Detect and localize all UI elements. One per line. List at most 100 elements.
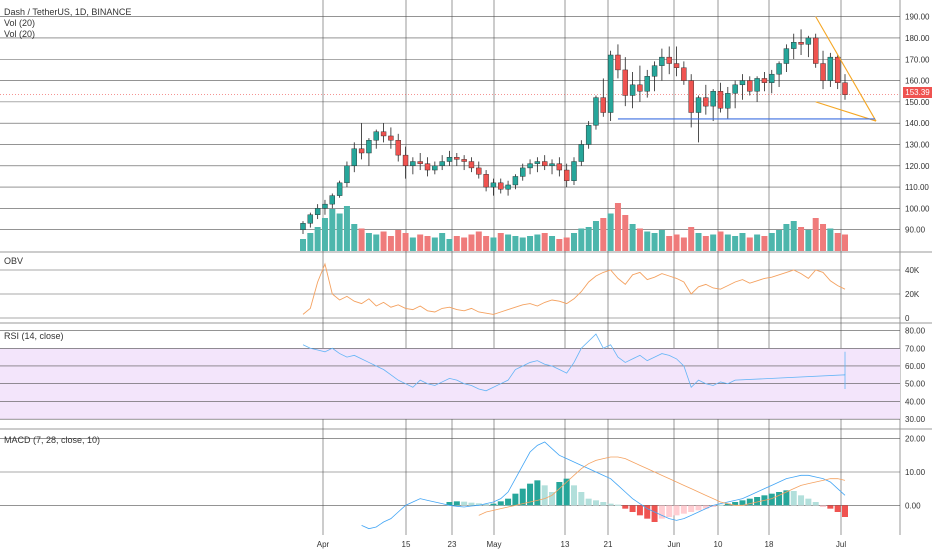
macd-tick-label: 0.00 <box>905 501 921 510</box>
volume-bar <box>820 224 827 251</box>
candle-body <box>834 56 841 83</box>
macd-hist-bar <box>820 505 827 507</box>
macd-hist-bar <box>468 502 475 506</box>
candle-body <box>585 125 592 145</box>
macd-hist-bar <box>622 505 629 509</box>
volume-bar <box>380 231 387 251</box>
rsi-line <box>302 333 846 392</box>
candle-body <box>461 159 467 162</box>
volume-label-2: Vol (20) <box>4 29 36 39</box>
candle-body <box>490 182 497 188</box>
candle-body <box>468 161 475 169</box>
volume-bar <box>461 237 468 251</box>
volume-bar <box>527 236 534 251</box>
macd-hist-bar <box>475 503 482 506</box>
candle-body <box>615 54 621 71</box>
volume-bar <box>812 218 819 251</box>
macd-hist-bar <box>680 505 687 514</box>
volume-bar <box>571 233 577 251</box>
volume-bar <box>695 233 702 251</box>
volume-bar <box>563 237 570 251</box>
volume-bar <box>578 228 585 251</box>
candle-body <box>776 63 782 75</box>
rsi-tick-label: 80.00 <box>905 327 926 336</box>
macd-label: MACD (7, 28, close, 10) <box>4 435 101 445</box>
x-axis-label: 10 <box>714 540 723 549</box>
macd-hist-bar <box>446 502 453 506</box>
candle-body <box>681 67 687 81</box>
volume-bar <box>497 233 504 251</box>
macd-hist-bar <box>688 505 695 512</box>
price-tick-label: 130.00 <box>905 140 930 149</box>
macd-hist-bar <box>607 503 614 506</box>
volume-bar <box>475 231 482 251</box>
candle-body <box>314 208 321 215</box>
macd-tick-label: 20.00 <box>905 435 926 444</box>
candle-body <box>322 203 328 209</box>
candle-body <box>710 91 716 107</box>
candle-body <box>629 84 636 96</box>
rsi-tick-label: 40.00 <box>905 397 926 406</box>
volume-bar <box>314 227 321 251</box>
candle-body <box>739 80 746 86</box>
volume-bar <box>439 233 446 251</box>
trendline-triangle-lower <box>815 101 877 122</box>
obv-tick-label: 20K <box>905 290 920 299</box>
volume-bar <box>534 234 541 251</box>
last-price-badge: 153.39 <box>903 87 932 98</box>
candle-body <box>520 167 526 177</box>
candle-body <box>695 97 702 113</box>
macd-hist-bar <box>629 505 636 512</box>
volume-bar <box>644 231 651 251</box>
volume-bar <box>702 236 709 251</box>
macd-hist-bar <box>812 502 819 506</box>
price-tick-label: 140.00 <box>905 119 930 128</box>
price-tick-label: 110.00 <box>905 183 929 192</box>
candle-body <box>754 78 760 92</box>
candle-body <box>505 184 511 190</box>
price-tick-label: 160.00 <box>905 77 930 86</box>
candle-body <box>842 82 848 95</box>
volume-bar <box>746 237 753 251</box>
rsi-label: RSI (14, close) <box>4 331 64 341</box>
candle-body <box>556 163 563 171</box>
candle-body <box>725 93 731 109</box>
macd-tick-label: 10.00 <box>905 468 926 477</box>
candle-body <box>622 69 628 96</box>
volume-bar <box>739 233 746 251</box>
macd-hist-bar <box>710 505 717 507</box>
x-axis-label: 21 <box>604 540 613 549</box>
volume-bar <box>300 239 306 251</box>
macd-hist-bar <box>790 491 797 506</box>
candle-body <box>769 73 775 83</box>
volume-bar <box>321 218 328 251</box>
macd-hist-bar <box>746 498 753 506</box>
obv-label: OBV <box>4 256 24 266</box>
symbol-title[interactable]: Dash / TetherUS, 1D, BINANCE <box>4 7 132 17</box>
rsi-tick-label: 50.00 <box>905 380 926 389</box>
rsi-tick-label: 60.00 <box>905 362 926 371</box>
volume-bar <box>336 213 343 251</box>
volume-bar <box>409 237 416 251</box>
macd-hist-bar <box>636 505 643 516</box>
rsi-tick-label: 30.00 <box>905 415 926 424</box>
candle-body <box>600 97 606 113</box>
candle-body <box>651 65 658 77</box>
candle-body <box>578 144 585 162</box>
candle-body <box>703 97 709 107</box>
volume-bar <box>680 237 687 251</box>
volume-bar <box>453 236 460 251</box>
macd-hist-bar <box>592 500 599 506</box>
obv-tick-label: 40K <box>905 266 920 275</box>
x-axis-label: 18 <box>765 540 774 549</box>
macd-hist-bar <box>666 505 673 517</box>
candle-body <box>732 84 738 94</box>
volume-bar <box>834 233 841 251</box>
candle-body <box>498 182 504 190</box>
price-tick-label: 100.00 <box>905 204 930 213</box>
macd-hist-bar <box>702 505 709 509</box>
candle-body <box>534 161 541 164</box>
volume-bar <box>373 234 380 251</box>
volume-bar <box>629 224 636 251</box>
